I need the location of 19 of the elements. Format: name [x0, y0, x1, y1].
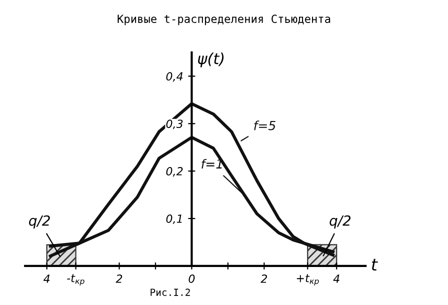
series-label: f=1 — [202, 158, 222, 168]
x-tick-label: 0 — [188, 274, 195, 283]
y-tick-label: 0,2 — [166, 167, 183, 177]
band-label: q/2 — [29, 215, 50, 228]
x-tick-label: 4 — [333, 274, 340, 283]
band-label: q/2 — [330, 215, 351, 228]
y-tick-label: 0,4 — [166, 72, 183, 82]
x-tick-label: 4 — [43, 274, 50, 283]
y-axis-title: ψ(t) — [198, 52, 224, 68]
x-axis-title: t — [372, 258, 378, 271]
x-tick-label: 2 — [260, 274, 267, 283]
x-tick-label: 2 — [116, 274, 122, 283]
y-tick-label: 0,1 — [166, 214, 182, 224]
y-tick-label: 0,3 — [166, 120, 183, 130]
x-tick-label: -t$_{кр}$ — [67, 274, 84, 286]
x-tick-label: +t$_{кр}$ — [296, 274, 319, 286]
series-label: f=5 — [254, 120, 276, 130]
chart-title: Кривые t-распределения Стьюдента — [118, 14, 330, 26]
text: Рис.I.2 — [150, 288, 190, 296]
